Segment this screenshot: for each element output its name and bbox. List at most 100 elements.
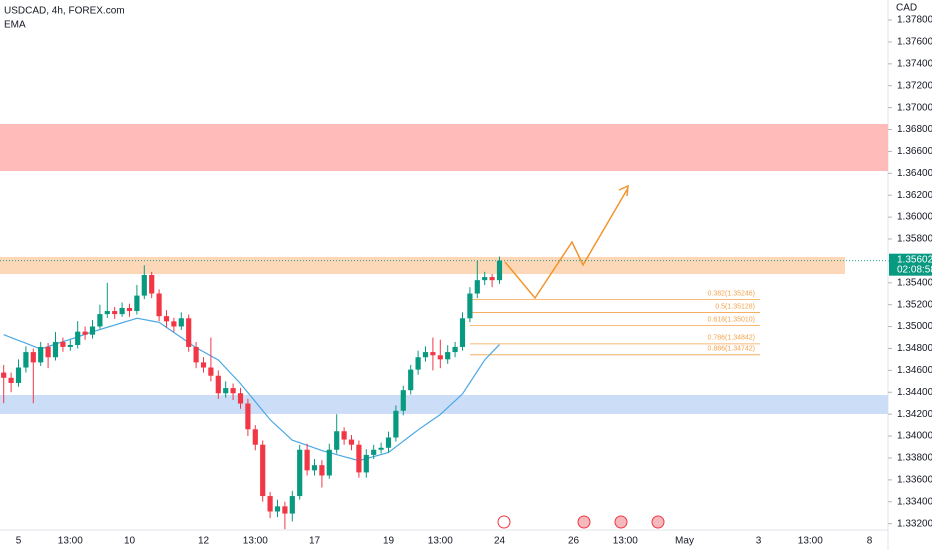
x-tick-label: 26	[568, 536, 580, 547]
candle-body	[149, 275, 155, 294]
chart-title: USDCAD, 4h, FOREX.com	[4, 6, 125, 17]
candle-body	[245, 403, 251, 430]
current-price-label: 1.35602	[897, 254, 932, 265]
x-tick-label: 8	[867, 536, 873, 547]
y-tick-label: 1.33600	[897, 474, 932, 485]
candle-body	[496, 260, 503, 281]
y-tick-label: 1.37200	[897, 80, 932, 91]
candle-body	[156, 293, 162, 317]
x-tick-label: 13:00	[243, 536, 268, 547]
candle-body	[304, 449, 310, 471]
price-zone	[0, 256, 845, 275]
candle-body	[60, 341, 66, 347]
candle-body	[289, 496, 295, 514]
countdown-label: 02:08:58	[897, 264, 932, 275]
event-icon	[651, 515, 665, 529]
candle-body	[467, 293, 473, 319]
candle-body	[178, 318, 184, 327]
candle-body	[97, 314, 103, 327]
x-tick-label: 12	[198, 536, 210, 547]
candle-body	[282, 506, 288, 514]
candle-body	[385, 437, 392, 448]
candle-body	[1, 372, 7, 378]
y-tick-label: 1.37000	[897, 102, 932, 113]
price-zone	[0, 124, 888, 172]
candle-body	[348, 439, 355, 445]
candle-body	[163, 316, 170, 322]
candle-body	[371, 449, 377, 455]
candle-body	[363, 454, 369, 473]
projection-path	[504, 187, 629, 300]
candle-body	[171, 321, 177, 327]
candle-body	[430, 352, 436, 356]
event-icons	[497, 515, 665, 529]
candle-body	[215, 375, 221, 394]
y-tick-label: 1.36400	[897, 168, 932, 179]
projection-arrowhead	[618, 184, 629, 197]
event-icon	[497, 515, 511, 529]
currency-label: CAD	[896, 3, 917, 14]
x-tick-label: 13:00	[58, 536, 83, 547]
candle-body	[119, 307, 125, 315]
candle-body	[67, 344, 73, 347]
x-tick-label: 17	[309, 536, 321, 547]
y-tick-label: 1.34400	[897, 387, 932, 398]
x-tick-label: 24	[494, 536, 506, 547]
candle-body	[474, 280, 480, 294]
candle-body	[186, 318, 192, 347]
candle-body	[89, 326, 96, 335]
candle-body	[378, 447, 384, 450]
candle-body	[459, 318, 466, 347]
candle-body	[341, 431, 347, 440]
candle-body	[274, 506, 281, 512]
candle-body	[311, 465, 318, 471]
candle-body	[452, 346, 458, 353]
candle-body	[445, 352, 451, 360]
y-tick-label: 1.34800	[897, 343, 932, 354]
candle-body	[422, 352, 429, 358]
y-tick-label: 1.36800	[897, 124, 932, 135]
candle-body	[489, 277, 495, 281]
candle-body	[319, 465, 325, 476]
fib-label: 0.886(1.34742)	[708, 346, 755, 353]
candle-body	[38, 346, 44, 363]
event-icon	[614, 515, 628, 529]
y-tick-label: 1.35200	[897, 299, 932, 310]
x-tick-label: 19	[383, 536, 395, 547]
candle-body	[252, 429, 258, 445]
candle-body	[482, 277, 488, 281]
y-tick-label: 1.36000	[897, 212, 932, 223]
x-tick-label: 3	[756, 536, 762, 547]
y-tick-label: 1.33400	[897, 496, 932, 507]
candle-body	[267, 496, 273, 512]
fib-label: 0.5(1.35128)	[715, 303, 755, 310]
candle-body	[45, 346, 51, 358]
x-tick-label: May	[675, 536, 694, 547]
y-tick-label: 1.37400	[897, 58, 932, 69]
candle-body	[30, 352, 36, 363]
candle-body	[112, 311, 118, 315]
candle-body	[141, 275, 147, 296]
y-tick-label: 1.36200	[897, 190, 932, 201]
fib-label: 0.382(1.35246)	[708, 290, 755, 297]
candle-body	[200, 362, 207, 368]
candle-body	[208, 367, 214, 376]
x-tick-label: 13:00	[613, 536, 638, 547]
y-tick-label: 1.35000	[897, 321, 932, 332]
candle-body	[334, 431, 340, 450]
x-tick-label: 5	[16, 536, 22, 547]
y-tick-label: 1.35800	[897, 234, 932, 245]
current-price-box	[889, 253, 932, 276]
candle-body	[326, 449, 332, 476]
event-icon	[577, 515, 591, 529]
candle-body	[126, 307, 133, 312]
y-tick-label: 1.35400	[897, 277, 932, 288]
x-tick-label: 13:00	[798, 536, 823, 547]
y-tick-label: 1.33200	[897, 518, 932, 529]
candle-body	[400, 390, 406, 411]
candle-body	[15, 367, 22, 383]
y-tick-label: 1.37600	[897, 37, 932, 48]
candle-body	[237, 393, 244, 404]
candle-body	[23, 352, 29, 368]
